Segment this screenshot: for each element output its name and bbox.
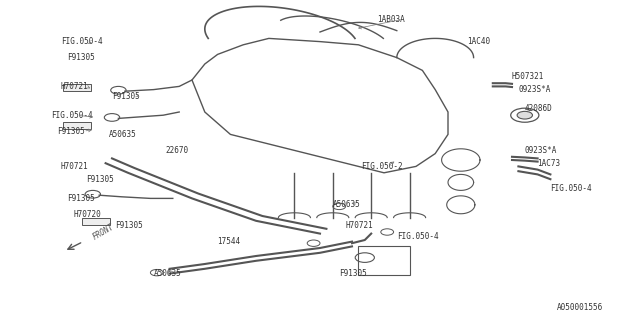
Text: 1AC73: 1AC73: [538, 159, 561, 168]
Text: F91305: F91305: [339, 269, 367, 278]
Text: F91305: F91305: [67, 53, 95, 62]
Text: H70721: H70721: [61, 162, 88, 171]
Text: 22670: 22670: [165, 146, 188, 155]
Text: F91305: F91305: [67, 194, 95, 203]
Text: 1AC40: 1AC40: [467, 37, 490, 46]
Text: FIG.050-4: FIG.050-4: [397, 232, 438, 241]
FancyBboxPatch shape: [63, 84, 91, 91]
Text: H70721: H70721: [61, 82, 88, 91]
Text: 0923S*A: 0923S*A: [525, 146, 557, 155]
Text: A50635: A50635: [333, 200, 360, 209]
Text: A050001556: A050001556: [557, 303, 603, 312]
Text: FRONT: FRONT: [92, 222, 116, 241]
Text: FIG.050-4: FIG.050-4: [550, 184, 592, 193]
Text: A50635: A50635: [154, 269, 181, 278]
Text: 0923S*A: 0923S*A: [518, 85, 551, 94]
Text: FIG.050-2: FIG.050-2: [362, 162, 403, 171]
Circle shape: [517, 111, 532, 119]
Text: 1AB03A: 1AB03A: [378, 15, 405, 24]
Text: H507321: H507321: [512, 72, 545, 81]
Text: F91305: F91305: [115, 221, 143, 230]
FancyBboxPatch shape: [63, 122, 91, 129]
FancyBboxPatch shape: [82, 218, 110, 225]
Text: A50635: A50635: [109, 130, 136, 139]
Text: F91305: F91305: [58, 127, 85, 136]
Text: F91305: F91305: [112, 92, 140, 100]
Text: H70721: H70721: [346, 221, 373, 230]
Text: FIG.050-4: FIG.050-4: [51, 111, 93, 120]
Text: F91305: F91305: [86, 175, 114, 184]
Text: FIG.050-4: FIG.050-4: [61, 37, 102, 46]
Text: H70720: H70720: [74, 210, 101, 219]
Text: 17544: 17544: [218, 237, 241, 246]
Text: 42086D: 42086D: [525, 104, 552, 113]
